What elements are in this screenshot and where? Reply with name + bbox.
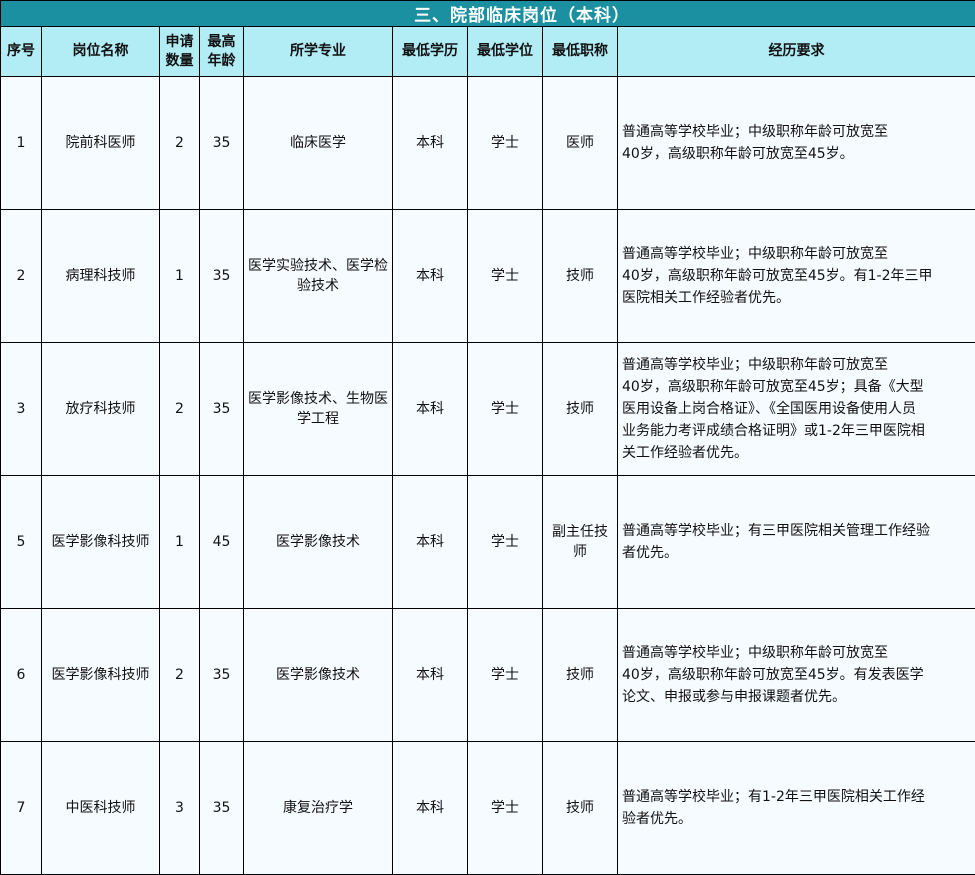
experience-line: 医用设备上岗合格证》、《全国医用设备使用人员 <box>622 398 975 420</box>
cell-experience: 普通高等学校毕业；有三甲医院相关管理工作经验者优先。 <box>618 476 975 609</box>
cell-title: 副主任技师 <box>543 476 618 609</box>
cell-no: 3 <box>1 343 42 476</box>
cell-no: 1 <box>1 77 42 210</box>
cell-count: 2 <box>160 609 200 742</box>
header-min-title: 最低职称 <box>543 27 618 77</box>
experience-line: 40岁，高级职称年龄可放宽至45岁；具备《大型 <box>622 376 975 398</box>
header-experience: 经历要求 <box>618 27 975 77</box>
cell-count: 3 <box>160 742 200 875</box>
cell-age: 35 <box>200 343 244 476</box>
cell-count: 1 <box>160 476 200 609</box>
experience-line: 普通高等学校毕业；中级职称年龄可放宽至 <box>622 121 975 143</box>
header-no: 序号 <box>1 27 42 77</box>
experience-line: 论文、申报或参与申报课题者优先。 <box>622 686 975 708</box>
cell-no: 7 <box>1 742 42 875</box>
cell-major: 康复治疗学 <box>244 742 393 875</box>
cell-title: 医师 <box>543 77 618 210</box>
cell-degree: 学士 <box>468 609 543 742</box>
experience-line: 医院相关工作经验者优先。 <box>622 287 975 309</box>
experience-line: 关工作经验者优先。 <box>622 442 975 464</box>
experience-line: 40岁，高级职称年龄可放宽至45岁。有发表医学 <box>622 664 975 686</box>
cell-position: 医学影像科技师 <box>42 476 160 609</box>
cell-age: 35 <box>200 210 244 343</box>
cell-degree: 学士 <box>468 343 543 476</box>
header-max-age: 最高年龄 <box>200 27 244 77</box>
header-min-degree: 最低学位 <box>468 27 543 77</box>
cell-degree: 学士 <box>468 476 543 609</box>
cell-experience: 普通高等学校毕业；有1-2年三甲医院相关工作经验者优先。 <box>618 742 975 875</box>
cell-major: 医学影像技术 <box>244 476 393 609</box>
cell-age: 45 <box>200 476 244 609</box>
header-count: 申请数量 <box>160 27 200 77</box>
experience-line: 普通高等学校毕业；有三甲医院相关管理工作经验 <box>622 520 975 542</box>
cell-no: 6 <box>1 609 42 742</box>
cell-education: 本科 <box>393 343 468 476</box>
cell-position: 中医科技师 <box>42 742 160 875</box>
cell-education: 本科 <box>393 77 468 210</box>
experience-line: 普通高等学校毕业；中级职称年龄可放宽至 <box>622 354 975 376</box>
cell-title: 技师 <box>543 210 618 343</box>
cell-count: 1 <box>160 210 200 343</box>
cell-major: 医学影像技术、生物医学工程 <box>244 343 393 476</box>
cell-age: 35 <box>200 742 244 875</box>
cell-title: 技师 <box>543 343 618 476</box>
cell-position: 医学影像科技师 <box>42 609 160 742</box>
cell-major: 医学影像技术 <box>244 609 393 742</box>
cell-position: 病理科技师 <box>42 210 160 343</box>
cell-education: 本科 <box>393 609 468 742</box>
experience-line: 者优先。 <box>622 542 975 564</box>
header-position: 岗位名称 <box>42 27 160 77</box>
cell-count: 2 <box>160 343 200 476</box>
experience-line: 业务能力考评成绩合格证明》或1-2年三甲医院相 <box>622 420 975 442</box>
header-min-education: 最低学历 <box>393 27 468 77</box>
cell-education: 本科 <box>393 210 468 343</box>
section-title: 三、院部临床岗位（本科） <box>1 1 975 27</box>
cell-major: 临床医学 <box>244 77 393 210</box>
experience-line: 40岁，高级职称年龄可放宽至45岁。有1-2年三甲 <box>622 265 975 287</box>
cell-no: 2 <box>1 210 42 343</box>
experience-line: 40岁，高级职称年龄可放宽至45岁。 <box>622 143 975 165</box>
cell-title: 技师 <box>543 742 618 875</box>
header-major: 所学专业 <box>244 27 393 77</box>
cell-title: 技师 <box>543 609 618 742</box>
cell-degree: 学士 <box>468 77 543 210</box>
cell-education: 本科 <box>393 742 468 875</box>
cell-age: 35 <box>200 609 244 742</box>
experience-line: 普通高等学校毕业；中级职称年龄可放宽至 <box>622 642 975 664</box>
cell-education: 本科 <box>393 476 468 609</box>
experience-line: 验者优先。 <box>622 808 975 830</box>
experience-line: 普通高等学校毕业；有1-2年三甲医院相关工作经 <box>622 786 975 808</box>
cell-degree: 学士 <box>468 210 543 343</box>
cell-degree: 学士 <box>468 742 543 875</box>
cell-position: 放疗科技师 <box>42 343 160 476</box>
cell-count: 2 <box>160 77 200 210</box>
cell-position: 院前科医师 <box>42 77 160 210</box>
experience-line: 普通高等学校毕业；中级职称年龄可放宽至 <box>622 243 975 265</box>
cell-major: 医学实验技术、医学检验技术 <box>244 210 393 343</box>
cell-no: 5 <box>1 476 42 609</box>
cell-age: 35 <box>200 77 244 210</box>
